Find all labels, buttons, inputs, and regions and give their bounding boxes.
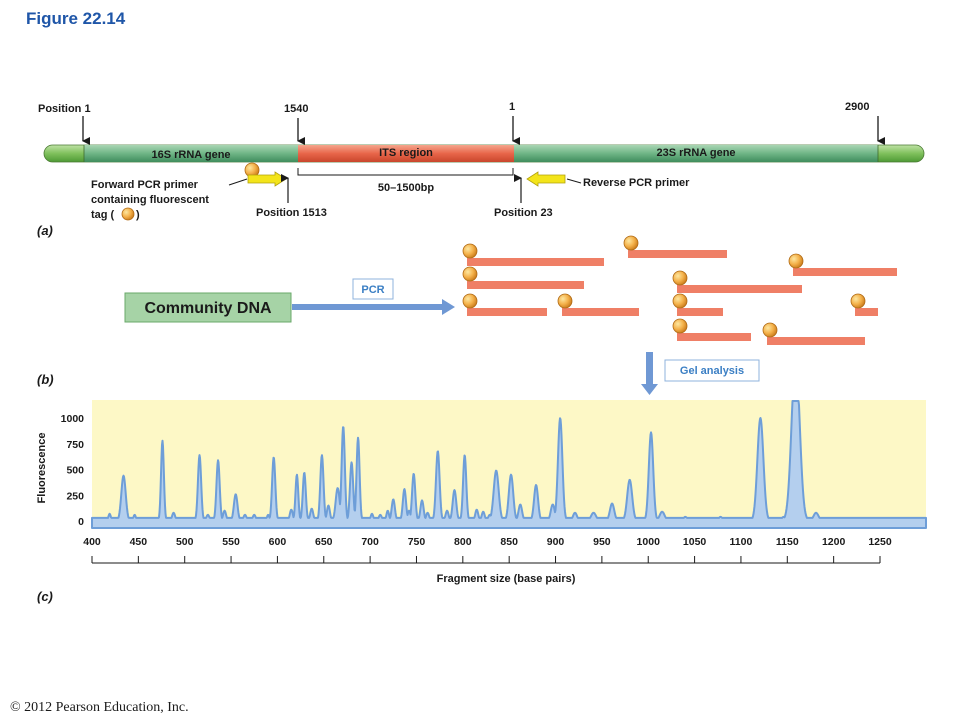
pcr-fragment	[467, 281, 584, 289]
x-tick-label: 400	[83, 536, 101, 548]
x-tick-label: 600	[269, 536, 287, 548]
forward-primer-line-3b: )	[136, 209, 140, 221]
pcr-fragment	[467, 308, 547, 316]
position-1513-label: Position 1513	[256, 207, 327, 219]
reverse-primer-arrow-icon	[526, 171, 566, 187]
x-axis-label: Fragment size (base pairs)	[437, 573, 576, 585]
x-axis: 400 450 500 550 600 650 700 750 800 850 900 950 1000…	[83, 536, 892, 564]
fluorescent-tag-icon	[672, 293, 688, 309]
gel-arrow-icon	[641, 352, 658, 395]
panel-c-label: (c)	[37, 589, 53, 604]
pcr-fragment	[467, 258, 604, 266]
forward-primer-line-3a: tag (	[91, 209, 115, 221]
gel-analysis-box	[664, 359, 760, 382]
fluorescent-tag-icon	[850, 293, 866, 309]
gene-bar: 16S rRNA gene ITS region 23S rRNA gene	[43, 144, 925, 163]
panel-a: Position 1 1540 1 2900 16S rRNA gene ITS…	[37, 101, 925, 238]
x-tick-label: 1050	[683, 536, 707, 548]
forward-primer-leader	[228, 178, 248, 186]
position-1-label: Position 1	[38, 103, 91, 115]
y-axis-label: Fluorescence	[36, 433, 48, 504]
panel-b: Community DNA PCR Gel analysis (b)	[37, 235, 897, 395]
x-tick-label: 700	[361, 536, 379, 548]
x-tick-label: 650	[315, 536, 333, 548]
fluorescent-tag-icon	[462, 266, 478, 282]
x-tick-label: 550	[222, 536, 240, 548]
pcr-arrow-icon	[292, 299, 455, 315]
span-bracket	[297, 168, 514, 176]
pcr-fragment	[855, 308, 878, 316]
forward-primer-arrow-icon	[247, 171, 287, 187]
y-tick-label: 750	[66, 439, 84, 451]
pcr-fragment	[677, 308, 723, 316]
reverse-primer-leader	[566, 178, 582, 184]
span-label: 50–1500bp	[378, 182, 435, 194]
panel-b-label: (b)	[37, 372, 54, 387]
pcr-fragment	[628, 250, 727, 258]
x-tick-label: 1250	[868, 536, 892, 548]
fluorescent-tag-icon	[672, 270, 688, 286]
gene-16s-segment	[84, 145, 298, 162]
forward-primer-line-2: containing fluorescent	[91, 194, 209, 206]
x-tick-label: 750	[408, 536, 426, 548]
panel-c: 0 250 500 750 1000 400 450 500 550 600 650 700 750 8…	[36, 400, 927, 604]
y-tick-label: 500	[66, 465, 84, 477]
fluorescent-tag-icon	[462, 293, 478, 309]
x-tick-label: 500	[176, 536, 194, 548]
fluorescence-trace	[91, 400, 927, 529]
fluorescent-tag-icon	[762, 322, 778, 338]
y-tick-label: 0	[78, 516, 84, 528]
gel-analysis-label: Gel analysis	[680, 365, 744, 377]
gene-16s-label: 16S rRNA gene	[151, 149, 230, 161]
y-tick-label: 250	[66, 490, 84, 502]
fluorescent-tag-icon	[462, 243, 478, 259]
reverse-primer-label: Reverse PCR primer	[583, 177, 690, 189]
pcr-fragment	[677, 333, 751, 341]
pcr-fragments	[462, 235, 897, 345]
gene-23s-segment	[514, 145, 878, 162]
x-tick-label: 450	[130, 536, 148, 548]
community-dna-label: Community DNA	[144, 300, 272, 317]
pcr-fragment	[767, 337, 865, 345]
figure-title: Figure 22.14	[26, 9, 126, 28]
x-tick-label: 1000	[637, 536, 661, 548]
fluorescent-tag-icon	[623, 235, 639, 251]
x-tick-label: 1100	[730, 536, 753, 548]
tag-legend-icon	[121, 207, 135, 221]
pcr-fragment	[677, 285, 802, 293]
gene-23s-label: 23S rRNA gene	[656, 147, 735, 159]
position-1540-label: 1540	[284, 103, 308, 115]
pcr-fragment	[793, 268, 897, 276]
position-23s-1-label: 1	[509, 101, 515, 113]
x-tick-label: 900	[547, 536, 565, 548]
pcr-fragment	[562, 308, 639, 316]
panel-a-label: (a)	[37, 223, 53, 238]
x-tick-label: 950	[593, 536, 611, 548]
fluorescent-tag-icon	[672, 318, 688, 334]
position-2900-label: 2900	[845, 101, 869, 113]
pcr-box	[352, 278, 394, 300]
forward-primer-line-1: Forward PCR primer	[91, 179, 199, 191]
y-tick-label: 1000	[61, 413, 85, 425]
fluorescent-tag-icon	[788, 253, 804, 269]
its-segment	[298, 145, 514, 162]
pcr-label: PCR	[361, 284, 384, 296]
fluorescent-tag-icon	[557, 293, 573, 309]
its-label: ITS region	[379, 147, 433, 159]
community-dna-box	[124, 292, 292, 323]
x-tick-label: 850	[500, 536, 518, 548]
x-tick-label: 1150	[776, 536, 799, 548]
y-axis: 0 250 500 750 1000	[61, 413, 85, 528]
position-23-label: Position 23	[494, 207, 553, 219]
copyright-notice: © 2012 Pearson Education, Inc.	[10, 700, 189, 715]
x-tick-label: 800	[454, 536, 472, 548]
x-tick-label: 1200	[822, 536, 846, 548]
